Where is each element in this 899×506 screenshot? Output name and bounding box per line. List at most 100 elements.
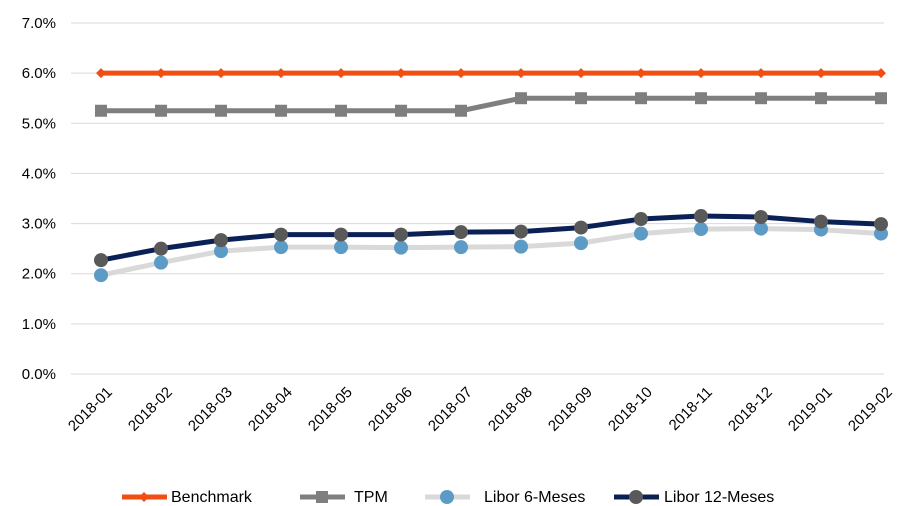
data-point [575, 92, 587, 105]
data-point [334, 227, 348, 242]
data-point [396, 68, 406, 79]
data-point [815, 92, 827, 105]
data-point [454, 225, 468, 240]
data-point [156, 68, 166, 79]
x-tick-label: 2018-12 [725, 384, 776, 435]
data-point [334, 240, 348, 255]
data-point [216, 68, 226, 79]
y-tick-label: 0.0% [22, 366, 56, 383]
legend-marker [139, 492, 149, 502]
x-tick-label: 2018-08 [485, 384, 536, 435]
data-point [454, 240, 468, 255]
data-point [754, 221, 768, 236]
data-point [634, 212, 648, 227]
legend-label: TPM [354, 489, 388, 506]
data-point [455, 104, 467, 117]
data-point [695, 92, 707, 105]
y-axis: 0.0% 1.0% 2.0% 3.0% 4.0% 5.0% 6.0% 7.0% [22, 15, 56, 383]
y-tick-label: 6.0% [22, 65, 56, 82]
data-point [635, 92, 647, 105]
x-tick-label: 2018-01 [65, 384, 116, 435]
legend-label: Libor 6-Meses [484, 489, 585, 506]
data-point [96, 68, 106, 79]
data-point [94, 268, 108, 283]
data-point [876, 68, 886, 79]
y-tick-label: 2.0% [22, 266, 56, 283]
legend-marker [629, 490, 643, 504]
data-point [275, 104, 287, 117]
x-tick-label: 2018-07 [425, 384, 476, 435]
data-point [694, 209, 708, 224]
data-point [574, 236, 588, 251]
data-point [816, 68, 826, 79]
data-point [754, 210, 768, 225]
data-point [336, 68, 346, 79]
x-tick-label: 2019-01 [785, 384, 836, 435]
legend-item: TPM [300, 489, 388, 506]
data-point [394, 240, 408, 255]
legend-item: Benchmark [122, 489, 253, 506]
data-point [514, 239, 528, 254]
data-point [95, 104, 107, 117]
legend-marker [316, 491, 328, 503]
data-point [154, 241, 168, 256]
data-point [516, 68, 526, 79]
series-line [100, 226, 882, 278]
data-point [395, 104, 407, 117]
x-tick-label: 2018-05 [305, 384, 356, 435]
x-tick-label: 2018-04 [245, 384, 296, 435]
legend-marker [440, 490, 454, 504]
x-tick-label: 2018-11 [666, 384, 716, 434]
data-point [154, 255, 168, 270]
data-point [214, 244, 228, 259]
data-point [636, 68, 646, 79]
x-tick-label: 2018-02 [125, 384, 176, 435]
series-1 [95, 92, 887, 117]
y-tick-label: 4.0% [22, 165, 56, 182]
x-tick-label: 2018-09 [545, 384, 596, 435]
data-point [814, 214, 828, 229]
x-tick-label: 2018-06 [365, 384, 416, 435]
data-point [214, 233, 228, 248]
data-point [215, 104, 227, 117]
x-tick-label: 2019-02 [845, 384, 896, 435]
series-2 [94, 221, 888, 283]
data-point [94, 253, 108, 268]
data-point [274, 240, 288, 255]
data-point [274, 227, 288, 242]
y-tick-label: 5.0% [22, 115, 56, 132]
data-point [394, 227, 408, 242]
series-line [100, 213, 882, 263]
data-point [155, 104, 167, 117]
series-group [94, 68, 888, 283]
y-tick-label: 1.0% [22, 316, 56, 333]
data-point [574, 220, 588, 235]
data-point [875, 92, 887, 105]
series-3 [94, 209, 888, 268]
legend-item: Libor 12-Meses [614, 489, 774, 506]
data-point [514, 224, 528, 239]
data-point [276, 68, 286, 79]
legend-item: Libor 6-Meses [425, 489, 585, 506]
data-point [576, 68, 586, 79]
series-line [101, 95, 881, 114]
series-0 [96, 68, 886, 79]
data-point [756, 68, 766, 79]
y-tick-label: 3.0% [22, 216, 56, 233]
legend-label: Libor 12-Meses [664, 489, 774, 506]
legend-label: Benchmark [171, 489, 253, 506]
data-point [335, 104, 347, 117]
data-point [696, 68, 706, 79]
data-point [634, 226, 648, 241]
x-tick-label: 2018-10 [605, 384, 656, 435]
data-point [755, 92, 767, 105]
x-tick-label: 2018-03 [185, 384, 236, 435]
data-point [456, 68, 466, 79]
data-point [515, 92, 527, 105]
x-axis: 2018-01 2018-02 2018-03 2018-04 2018-05 2018-… [65, 384, 896, 435]
legend: Benchmark TPM Libor 6-Meses Libor 12-Meses [122, 489, 774, 506]
data-point [874, 217, 888, 232]
y-tick-label: 7.0% [22, 15, 56, 32]
data-point [694, 222, 708, 237]
